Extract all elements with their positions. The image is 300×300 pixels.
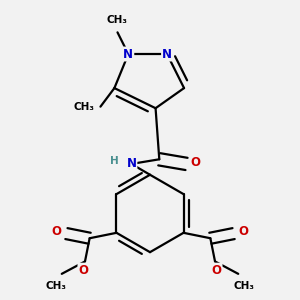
Text: N: N: [162, 47, 172, 61]
Text: N: N: [126, 158, 136, 170]
Text: CH₃: CH₃: [107, 15, 128, 25]
Text: N: N: [123, 47, 133, 61]
Text: O: O: [52, 225, 61, 238]
Text: O: O: [212, 264, 222, 277]
Text: H: H: [110, 157, 119, 166]
Text: CH₃: CH₃: [73, 102, 94, 112]
Text: O: O: [78, 264, 88, 277]
Text: O: O: [191, 156, 201, 169]
Text: CH₃: CH₃: [45, 281, 66, 291]
Text: CH₃: CH₃: [234, 281, 255, 291]
Text: O: O: [238, 225, 248, 238]
